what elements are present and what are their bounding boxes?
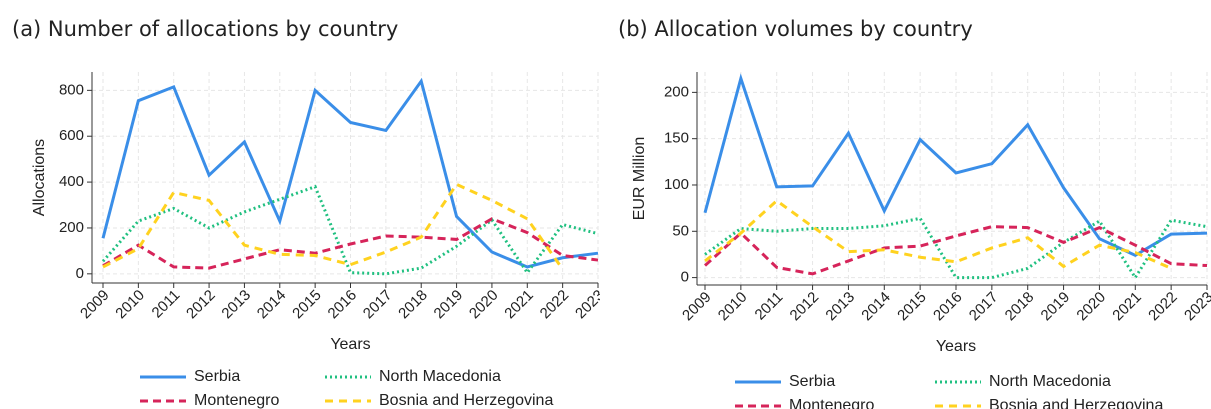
legend-label: Bosnia and Herzegovina bbox=[379, 392, 553, 409]
x-tick-label: 2023 bbox=[572, 287, 608, 323]
x-tick-label: 2020 bbox=[1073, 289, 1109, 325]
x-axis-title: Years bbox=[936, 338, 976, 355]
x-tick-label: 2009 bbox=[679, 289, 715, 325]
x-tick-label: 2022 bbox=[537, 287, 573, 323]
legend-label: Montenegro bbox=[194, 392, 279, 409]
legend-label: Serbia bbox=[194, 368, 240, 385]
x-tick-label: 2015 bbox=[289, 287, 325, 323]
x-tick-label: 2019 bbox=[1038, 289, 1074, 325]
x-tick-label: 2018 bbox=[395, 287, 431, 323]
y-axis-title: Allocations bbox=[31, 139, 48, 216]
y-tick-label: 100 bbox=[664, 176, 689, 193]
x-tick-label: 2009 bbox=[77, 287, 113, 323]
y-axis-title: EUR Million bbox=[631, 137, 648, 221]
x-tick-label: 2013 bbox=[822, 289, 858, 325]
series-line bbox=[704, 198, 1172, 270]
series-line bbox=[102, 217, 599, 270]
x-tick-label: 2013 bbox=[218, 287, 254, 323]
y-tick-label: 0 bbox=[76, 265, 84, 282]
x-tick-label: 2011 bbox=[752, 289, 787, 324]
x-tick-label: 2014 bbox=[254, 287, 290, 323]
x-tick-label: 2017 bbox=[360, 287, 396, 323]
legend-label: North Macedonia bbox=[379, 368, 501, 385]
legend-label: Bosnia and Herzegovina bbox=[989, 397, 1163, 409]
chart-title: (b) Allocation volumes by country bbox=[618, 17, 973, 41]
x-tick-label: 2011 bbox=[149, 287, 184, 322]
series-line bbox=[102, 182, 564, 271]
legend-label: Montenegro bbox=[789, 397, 874, 409]
legend-label: Serbia bbox=[789, 373, 835, 390]
y-tick-label: 200 bbox=[59, 219, 84, 236]
x-tick-label: 2015 bbox=[894, 289, 930, 325]
series-line bbox=[101, 77, 599, 269]
y-tick-label: 150 bbox=[664, 130, 689, 147]
y-tick-label: 200 bbox=[664, 83, 689, 100]
x-tick-label: 2021 bbox=[1109, 289, 1145, 325]
series-line bbox=[703, 225, 1208, 276]
x-tick-label: 2012 bbox=[183, 287, 219, 323]
legend-label: North Macedonia bbox=[989, 373, 1111, 390]
x-tick-label: 2021 bbox=[501, 287, 537, 323]
x-tick-label: 2014 bbox=[858, 289, 894, 325]
x-tick-label: 2010 bbox=[112, 287, 148, 323]
y-tick-label: 400 bbox=[59, 173, 84, 190]
x-tick-label: 2012 bbox=[787, 289, 823, 325]
x-tick-label: 2018 bbox=[1002, 289, 1038, 325]
y-tick-label: 0 bbox=[681, 269, 689, 286]
x-tick-label: 2023 bbox=[1181, 289, 1211, 325]
x-tick-label: 2022 bbox=[1145, 289, 1181, 325]
y-tick-label: 50 bbox=[672, 222, 689, 239]
y-tick-label: 800 bbox=[59, 81, 84, 98]
chart-title: (a) Number of allocations by country bbox=[12, 17, 398, 41]
panel: (b) Allocation volumes by country 0 50 100 1… bbox=[618, 17, 1211, 409]
x-tick-label: 2017 bbox=[966, 289, 1002, 325]
x-tick-label: 2010 bbox=[715, 289, 751, 325]
panel: (a) Number of allocations by country 0 200… bbox=[12, 17, 608, 409]
x-tick-label: 2020 bbox=[466, 287, 502, 323]
x-axis-title: Years bbox=[330, 336, 370, 353]
x-tick-label: 2019 bbox=[431, 287, 467, 323]
x-tick-label: 2016 bbox=[930, 289, 966, 325]
y-tick-label: 600 bbox=[59, 127, 84, 144]
x-tick-label: 2016 bbox=[325, 287, 361, 323]
